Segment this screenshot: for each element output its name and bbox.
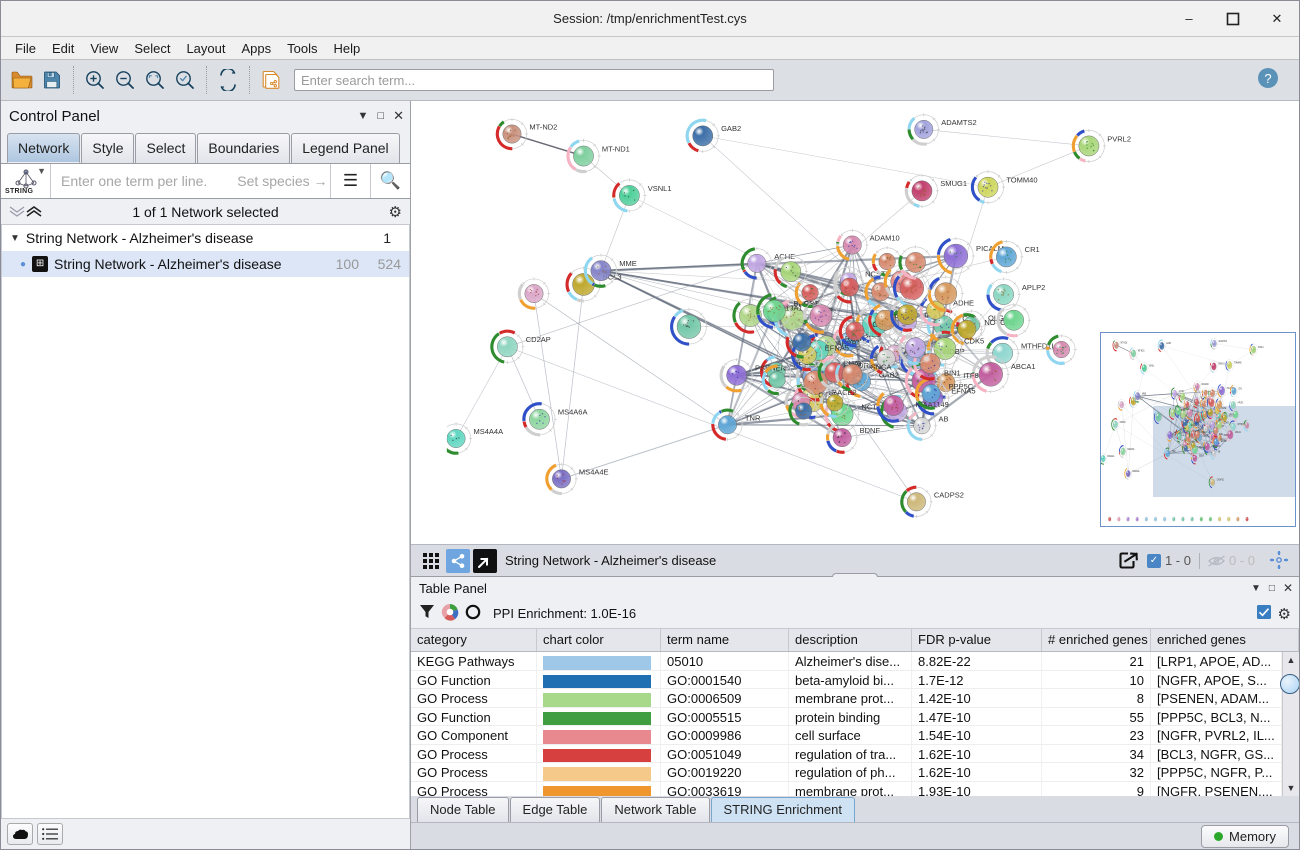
svg-text:?: ? xyxy=(1264,71,1271,86)
